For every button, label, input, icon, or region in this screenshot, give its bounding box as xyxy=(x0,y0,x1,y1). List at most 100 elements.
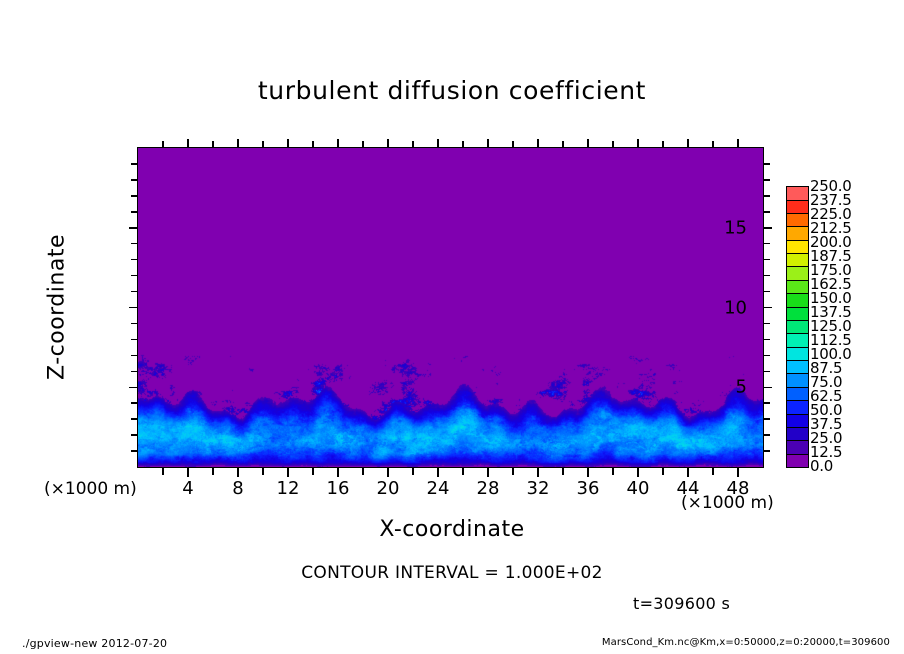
colorbar-label: 137.5 xyxy=(810,303,852,321)
y-tick-right xyxy=(763,274,770,277)
x-tick xyxy=(362,468,364,475)
x-tick-top xyxy=(562,141,564,148)
colorbar-label: 200.0 xyxy=(810,233,852,251)
y-tick xyxy=(131,163,138,165)
y-tick xyxy=(129,386,138,388)
y-tick-right xyxy=(763,386,772,388)
y-tick-right xyxy=(763,434,770,436)
x-tick-top xyxy=(512,141,514,148)
x-tick-top xyxy=(687,139,689,148)
y-tick-right xyxy=(763,195,770,197)
y-tick-right xyxy=(763,242,770,245)
y-tick xyxy=(131,274,138,277)
y-tick xyxy=(131,370,138,373)
y-tick-right xyxy=(763,402,770,404)
y-tick-label: 15 xyxy=(724,217,747,239)
y-tick-right xyxy=(763,290,770,293)
colorbar-band xyxy=(787,374,808,388)
x-tick xyxy=(262,468,264,475)
x-tick xyxy=(462,468,464,475)
colorbar-labels: 0.0 12.5 25.0 37.5 50.0 62.5 75.0 87.5 100.0 112.… xyxy=(810,177,900,475)
y-tick-right xyxy=(763,322,770,325)
colorbar-band xyxy=(787,267,808,281)
x-tick xyxy=(637,468,639,477)
x-tick-label: 12 xyxy=(276,478,300,499)
x-tick-top xyxy=(437,139,439,148)
colorbar-label: 250.0 xyxy=(810,177,852,195)
x-tick-top xyxy=(462,141,464,148)
x-tick-top xyxy=(637,139,639,148)
x-axis-unit-left: (×1000 m) xyxy=(44,479,137,499)
colorbar-label: 62.5 xyxy=(810,387,843,405)
x-tick xyxy=(737,468,739,477)
colorbar-band xyxy=(787,401,808,415)
x-tick xyxy=(662,468,664,475)
y-tick-right xyxy=(763,338,770,341)
x-tick-label: 4 xyxy=(182,478,194,499)
y-tick xyxy=(131,338,138,341)
x-tick-label: 8 xyxy=(232,478,244,499)
x-tick xyxy=(712,468,714,475)
colorbar-label: 87.5 xyxy=(810,359,843,377)
colorbar-band xyxy=(787,200,808,214)
y-tick xyxy=(131,354,138,357)
x-tick xyxy=(487,468,489,477)
footer-command: ./gpview-new 2012-07-20 xyxy=(22,637,168,650)
x-tick xyxy=(612,468,614,475)
contour-interval-label: CONTOUR INTERVAL = 1.000E+02 xyxy=(301,563,603,583)
x-tick xyxy=(337,468,339,477)
x-tick-top xyxy=(187,139,189,148)
x-tick-top xyxy=(487,139,489,148)
x-tick-top xyxy=(362,141,364,148)
x-tick xyxy=(162,468,164,475)
x-axis-label: X-coordinate xyxy=(379,517,525,542)
x-tick-top xyxy=(312,141,314,148)
x-tick-top xyxy=(212,141,214,148)
colorbar-band xyxy=(787,320,808,335)
y-tick-right xyxy=(763,163,770,165)
turbulent-diffusion-field xyxy=(138,148,763,467)
colorbar-band xyxy=(787,387,808,402)
x-tick xyxy=(312,468,314,475)
colorbar-label: 0.0 xyxy=(810,457,833,475)
colorbar-band xyxy=(787,254,808,268)
colorbar-label: 225.0 xyxy=(810,205,852,223)
colorbar-band xyxy=(787,441,808,455)
colorbar-band xyxy=(787,414,808,428)
colorbar-band xyxy=(787,294,808,308)
y-tick xyxy=(131,418,138,420)
x-tick xyxy=(187,468,189,477)
y-tick-right xyxy=(763,179,770,181)
page-title: turbulent diffusion coefficient xyxy=(257,76,647,105)
x-tick xyxy=(387,468,389,477)
y-tick-right xyxy=(763,211,770,213)
x-tick-label: 44 xyxy=(676,478,700,499)
y-tick xyxy=(131,195,138,197)
y-tick xyxy=(131,322,138,325)
colorbar-label: 112.5 xyxy=(810,331,852,349)
x-tick-top xyxy=(612,141,614,148)
x-tick-top xyxy=(587,139,589,148)
x-tick-label: 24 xyxy=(426,478,450,499)
y-tick xyxy=(131,211,138,213)
x-tick xyxy=(412,468,414,475)
x-axis-unit-right: (×1000 m) xyxy=(681,493,774,513)
x-tick-top xyxy=(412,141,414,148)
colorbar-label: 175.0 xyxy=(810,261,852,279)
x-tick-label: 20 xyxy=(376,478,400,499)
time-stamp-label: t=309600 s xyxy=(633,594,731,613)
y-tick xyxy=(131,242,138,245)
y-tick xyxy=(131,402,138,404)
colorbar-band xyxy=(787,347,808,361)
x-tick xyxy=(587,468,589,477)
x-tick-label: 48 xyxy=(726,478,750,499)
y-axis-label: Z-coordinate xyxy=(44,234,70,380)
colorbar-label: 162.5 xyxy=(810,275,852,293)
x-tick xyxy=(687,468,689,477)
colorbar-label: 150.0 xyxy=(810,289,852,307)
colorbar-label: 187.5 xyxy=(810,247,852,265)
colorbar-label: 212.5 xyxy=(810,219,852,237)
x-tick xyxy=(287,468,289,477)
y-tick-right xyxy=(763,306,772,309)
y-tick-right xyxy=(763,370,770,373)
